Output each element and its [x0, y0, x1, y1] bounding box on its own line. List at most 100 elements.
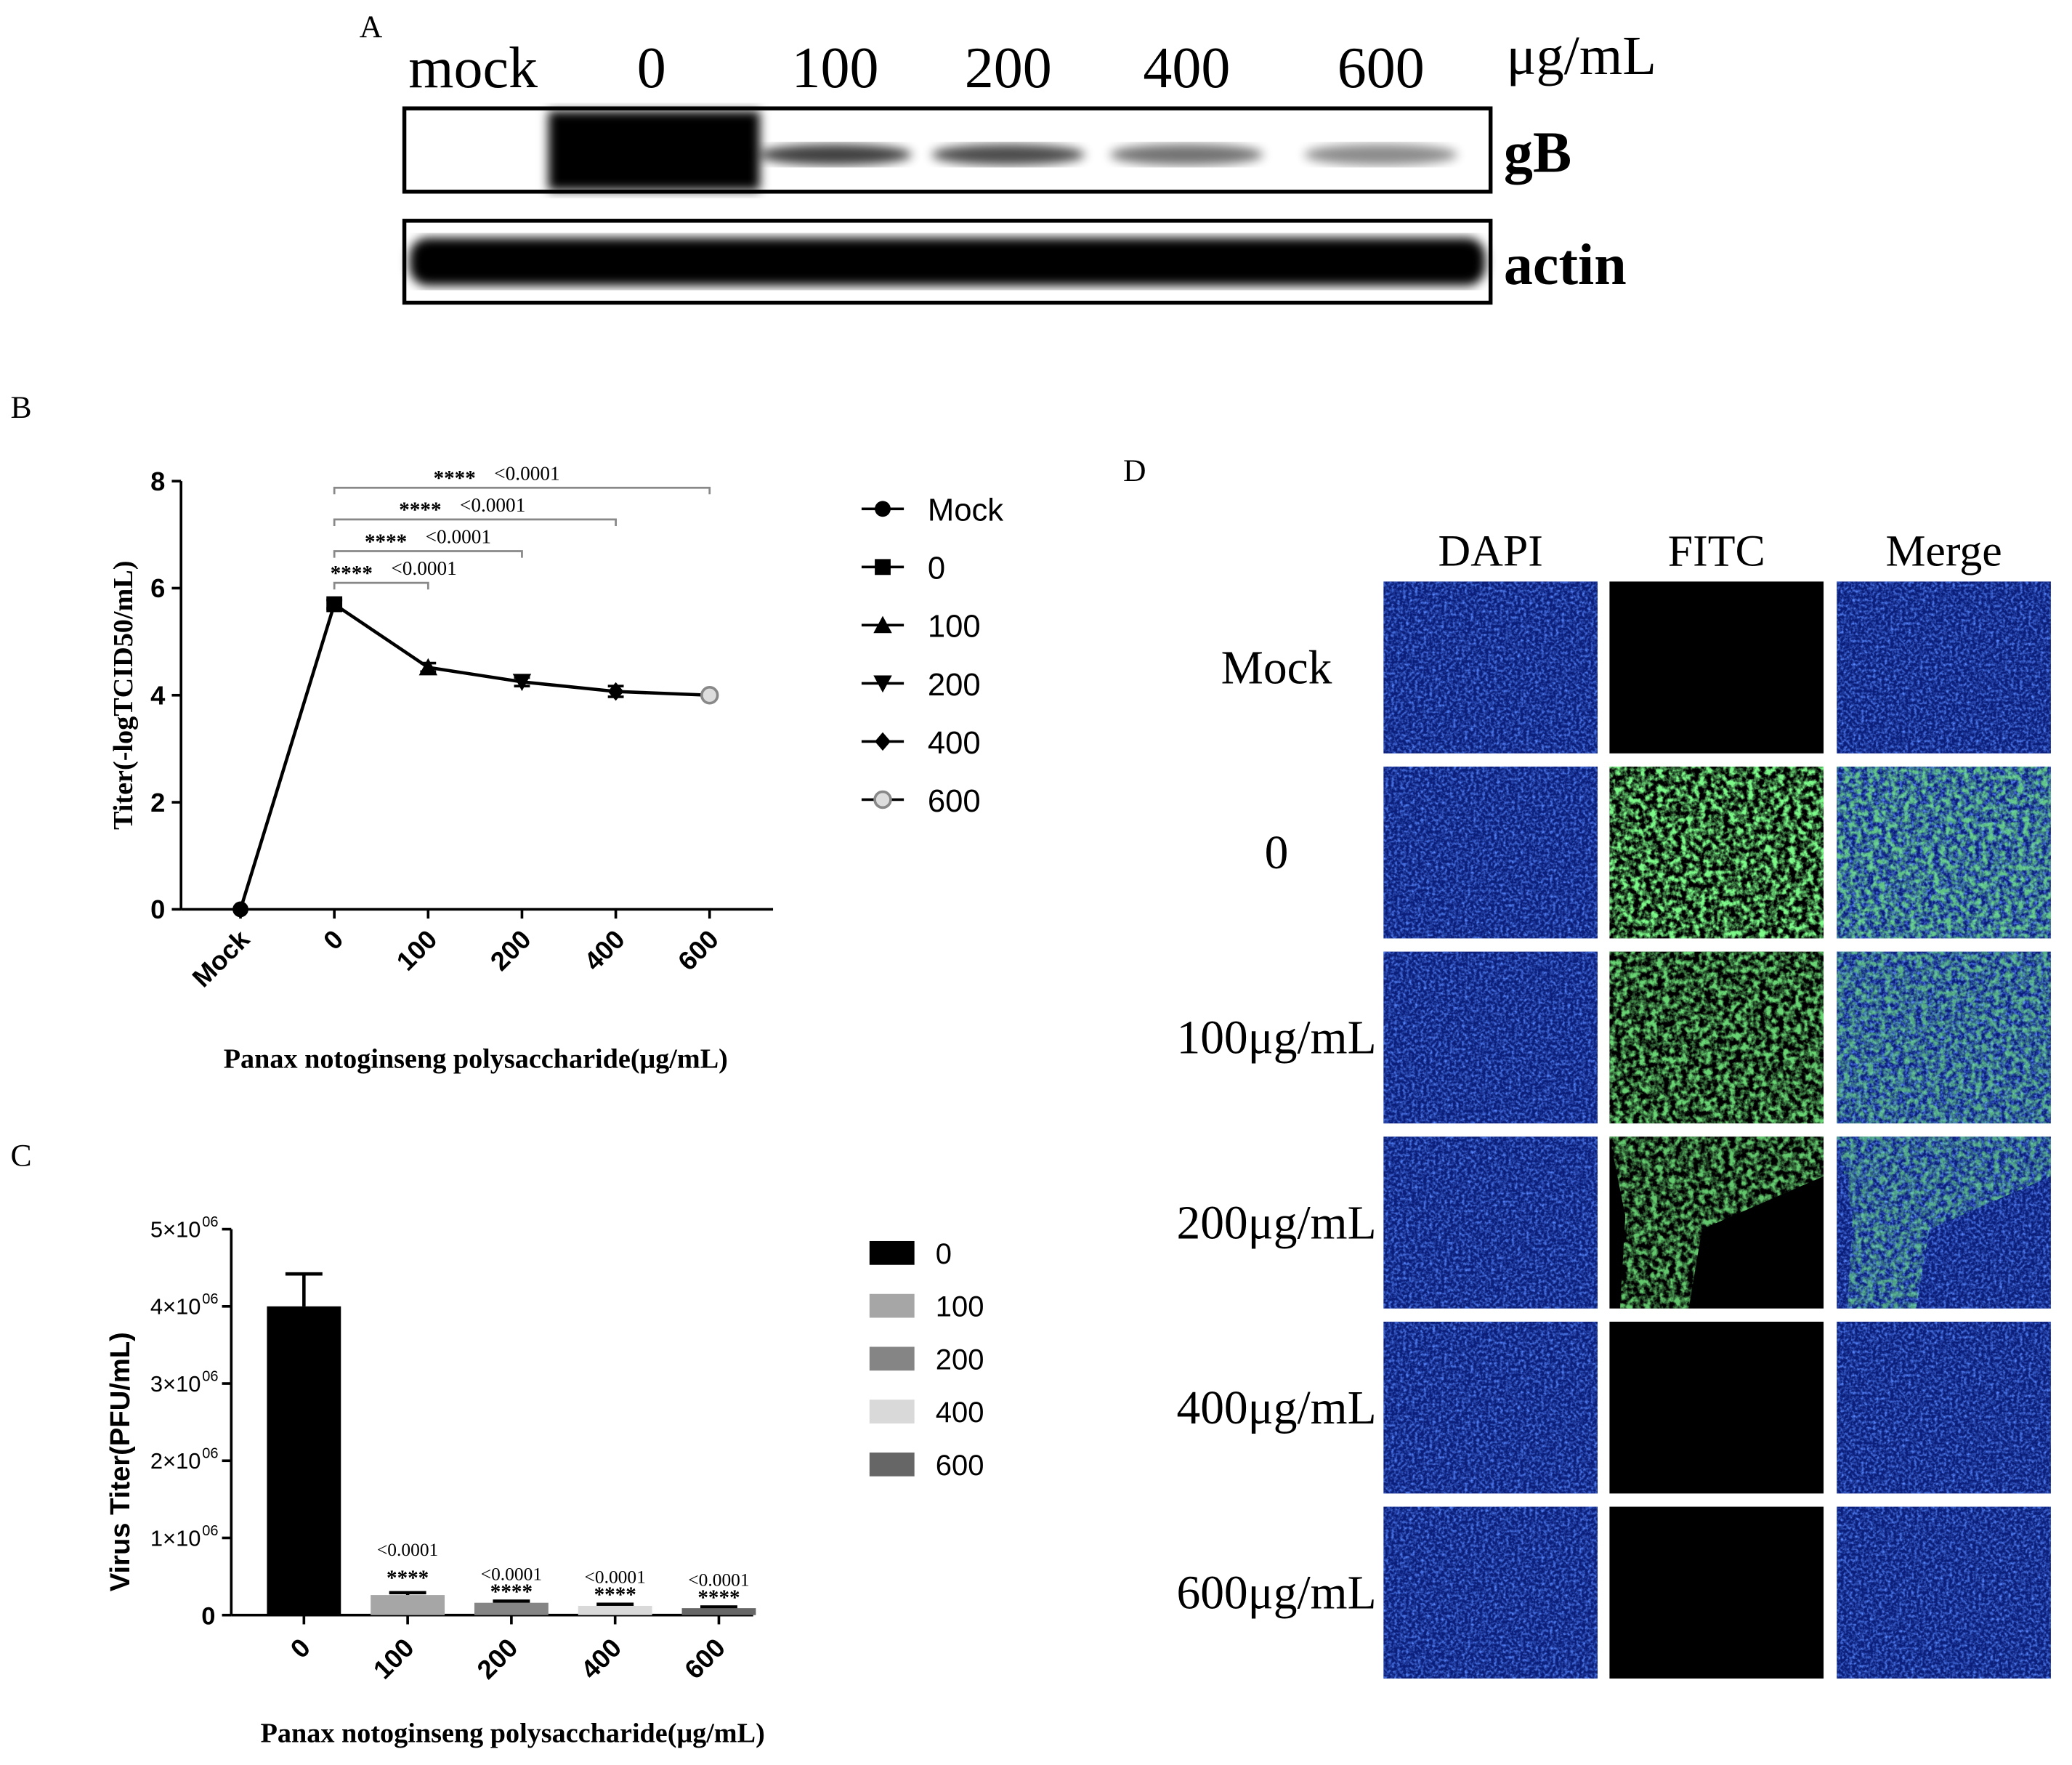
y-tick-label: 2×10: [150, 1448, 201, 1474]
lane-label: 0: [637, 36, 666, 100]
micrograph-texture: [1383, 766, 1598, 939]
x-tick-label: 0: [285, 1633, 316, 1664]
micrograph-texture: [1383, 951, 1598, 1124]
lane-label: 200: [965, 36, 1052, 100]
p-value: <0.0001: [688, 1569, 749, 1590]
legend-label: Mock: [928, 493, 1003, 528]
y-tick-label: 1×10: [150, 1525, 201, 1551]
marker: [873, 675, 892, 693]
micrograph-texture: [1383, 1506, 1598, 1679]
error-bar: [285, 1272, 323, 1306]
x-tick-label: 100: [391, 924, 443, 977]
bar: [681, 1608, 756, 1615]
x-tick-label: 0: [317, 924, 349, 956]
micrograph-signal: [1837, 1136, 2051, 1309]
panel-label: A: [360, 9, 383, 44]
legend-swatch: [869, 1293, 915, 1318]
marker: [700, 686, 719, 705]
p-value: <0.0001: [585, 1567, 646, 1588]
legend-label: 0: [936, 1238, 952, 1270]
column-header: FITC: [1668, 527, 1765, 576]
y-tick-label: 8: [150, 467, 165, 496]
marker: [232, 901, 248, 918]
error-bar: [493, 1599, 530, 1603]
legend-swatch: [869, 1452, 915, 1477]
row-label: Mock: [1221, 642, 1332, 694]
p-value: <0.0001: [426, 526, 491, 548]
p-value: <0.0001: [481, 1563, 542, 1584]
micrograph-texture: [1383, 1136, 1598, 1309]
x-tick-label: 100: [368, 1633, 420, 1685]
legend-label: 100: [928, 609, 981, 645]
micrograph: [1609, 1506, 1824, 1679]
row-label: 100μg/mL: [1176, 1012, 1376, 1065]
micrograph-signal: [1609, 1136, 1824, 1309]
legend-label: 600: [936, 1450, 984, 1482]
blot-band: [758, 144, 912, 166]
p-value: <0.0001: [494, 462, 559, 484]
micrograph: [1609, 581, 1824, 754]
bar: [474, 1602, 549, 1615]
row-label: 600μg/mL: [1176, 1567, 1376, 1620]
lane-label: 600: [1338, 36, 1425, 100]
significance-stars: ****: [365, 530, 407, 554]
significance-stars: ****: [697, 1586, 740, 1609]
legend-label: 0: [928, 551, 945, 586]
micrograph-signal: [1609, 951, 1824, 1124]
legend-swatch: [869, 1346, 915, 1371]
significance-stars: ****: [331, 562, 373, 586]
y-axis-label: Titer(-logTCID50/mL): [108, 560, 139, 830]
y-tick-exponent: 06: [202, 1446, 218, 1462]
x-tick-label: 600: [679, 1633, 731, 1685]
row-label: 0: [1265, 827, 1289, 879]
column-header: DAPI: [1438, 527, 1543, 576]
significance-bracket: [333, 550, 523, 558]
marker: [875, 732, 891, 751]
significance-stars: ****: [594, 1583, 636, 1607]
y-tick-label: 3×10: [150, 1371, 201, 1397]
micrograph-texture: [1383, 1321, 1598, 1494]
panel-label: B: [11, 390, 32, 425]
legend-label: 400: [928, 725, 981, 761]
x-axis-label: Panax notoginseng polysaccharide(μg/mL): [224, 1044, 728, 1075]
blot-band: [931, 144, 1085, 166]
x-tick-label: 400: [578, 924, 631, 977]
micrograph-texture: [1837, 1506, 2051, 1679]
legend-label: 200: [936, 1344, 984, 1376]
column-header: Merge: [1885, 527, 2002, 576]
marker: [875, 501, 891, 517]
marker: [326, 596, 343, 613]
x-tick-label: 200: [485, 924, 537, 977]
data-line: [238, 601, 710, 910]
marker: [512, 674, 532, 692]
x-tick-label: 600: [672, 924, 724, 977]
blot-row-label: gB: [1504, 121, 1571, 185]
blot-band: [1304, 144, 1458, 166]
legend-label: 200: [928, 667, 981, 703]
marker: [418, 658, 438, 676]
significance-stars: ****: [387, 1567, 429, 1590]
lane-label: mock: [408, 36, 538, 100]
y-tick-label: 6: [150, 573, 165, 603]
bar: [578, 1605, 652, 1615]
y-tick-label: 4: [150, 680, 166, 710]
micrograph-signal: [1837, 951, 2051, 1124]
y-tick-exponent: 06: [202, 1368, 218, 1384]
micrograph: [1609, 1321, 1824, 1494]
micrograph-signal: [1609, 766, 1824, 939]
legend-swatch: [869, 1400, 915, 1423]
marker: [875, 559, 891, 575]
row-label: 200μg/mL: [1176, 1197, 1376, 1249]
micrograph-texture: [1837, 581, 2051, 754]
x-tick-label: 200: [472, 1633, 524, 1685]
legend-label: 600: [928, 783, 981, 819]
y-tick-label: 0: [150, 894, 165, 924]
y-axis-label: Virus Titer(PFU/mL): [105, 1332, 136, 1591]
micrograph-signal: [1837, 766, 2051, 939]
legend-label: 400: [936, 1397, 984, 1429]
p-value: <0.0001: [377, 1539, 438, 1560]
blot-band: [409, 238, 1486, 286]
p-value: <0.0001: [391, 557, 456, 579]
micrograph-texture: [1837, 1321, 2051, 1494]
